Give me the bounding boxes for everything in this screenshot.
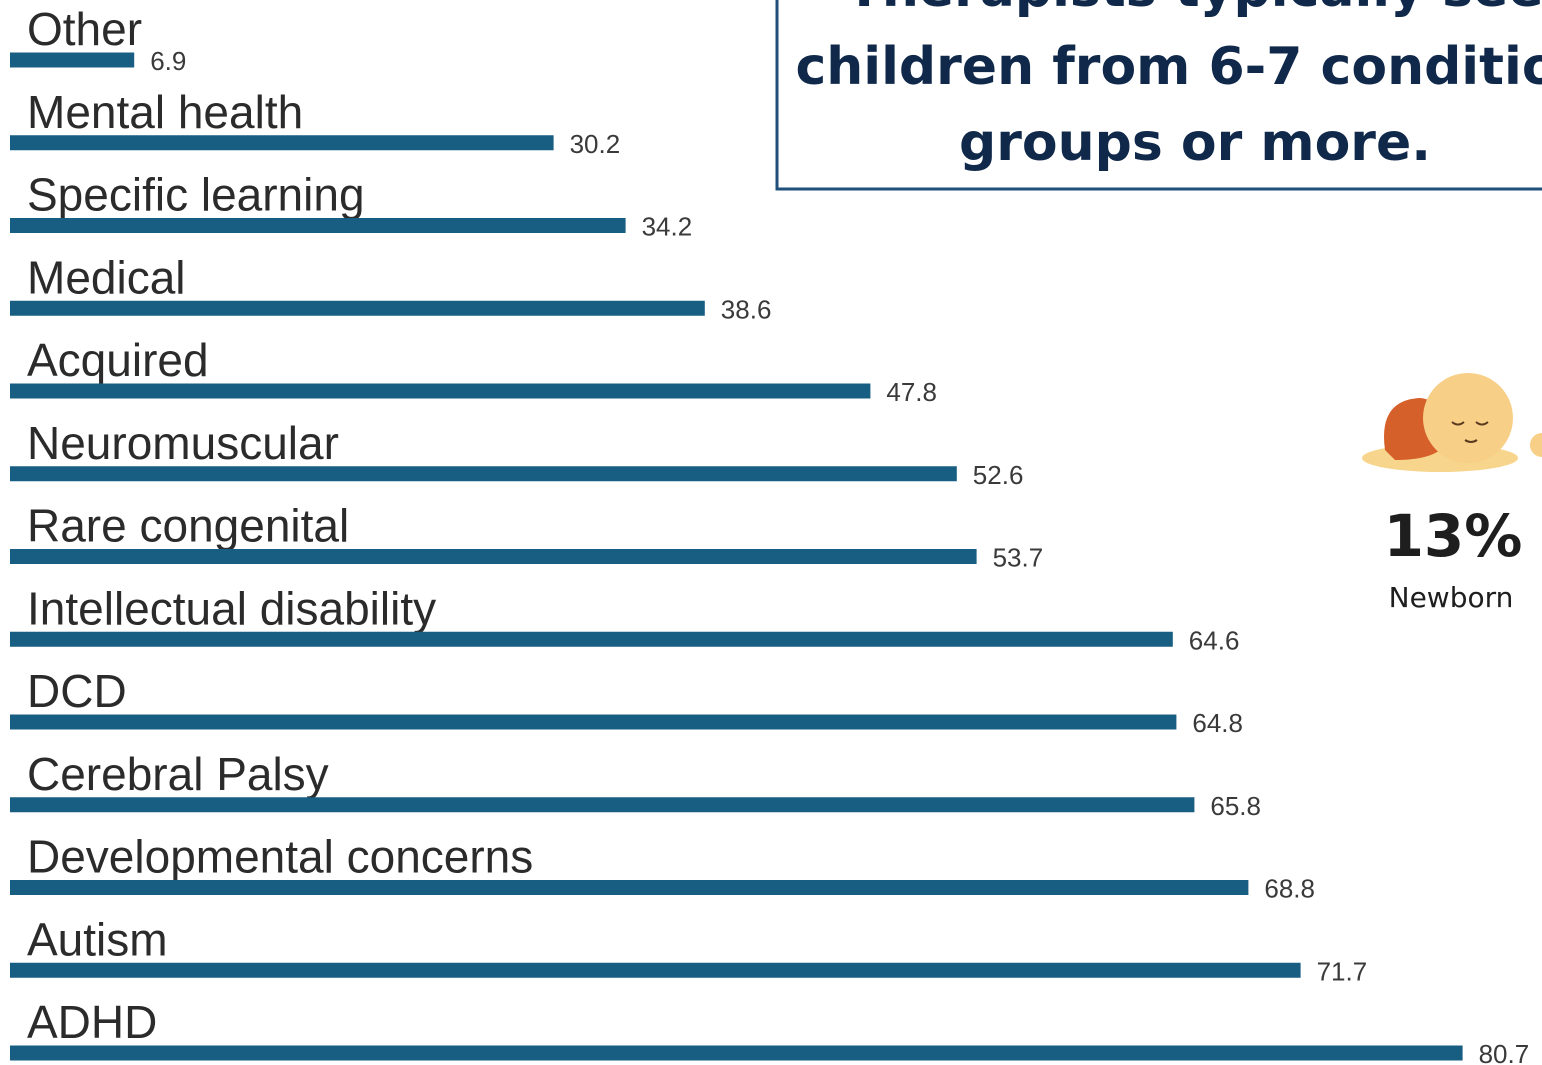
bar: [10, 631, 1173, 647]
category-label: Developmental concerns: [27, 831, 533, 883]
value-label: 52.6: [973, 460, 1024, 490]
category-label: Other: [27, 3, 142, 55]
category-label: Mental health: [27, 86, 303, 138]
bar: [10, 549, 977, 564]
value-label: 53.7: [993, 543, 1044, 573]
category-label: Specific learning: [27, 169, 365, 221]
value-label: 64.8: [1192, 708, 1243, 738]
category-label: Medical: [27, 251, 186, 303]
bar: [10, 1045, 1463, 1061]
callout-line: groups or more.: [959, 113, 1431, 173]
category-label: Autism: [27, 913, 168, 965]
category-label: DCD: [27, 665, 127, 717]
callout-line: Therapists typically see: [846, 0, 1542, 19]
value-label: 71.7: [1317, 956, 1368, 986]
callout-line: children from 6-7 condition: [795, 37, 1542, 97]
category-label: Rare congenital: [27, 500, 349, 552]
bar: [10, 135, 554, 151]
bar: [10, 466, 957, 482]
value-label: 68.8: [1264, 874, 1315, 904]
bar: [10, 714, 1177, 730]
value-label: 47.8: [886, 377, 937, 407]
newborn-icon: [1362, 373, 1542, 472]
bar: [10, 218, 626, 233]
value-label: 30.2: [570, 129, 621, 159]
bar: [10, 52, 135, 68]
category-label: ADHD: [27, 996, 157, 1048]
category-label: Cerebral Palsy: [27, 748, 329, 800]
bar: [10, 383, 871, 399]
value-label: 6.9: [150, 46, 186, 76]
category-label: Intellectual disability: [27, 582, 436, 634]
callout-border: [775, 0, 1542, 191]
stat-label: Newborn: [1389, 581, 1514, 614]
category-label: Acquired: [27, 334, 209, 386]
value-label: 38.6: [721, 294, 772, 324]
bar: [10, 962, 1301, 978]
value-label: 64.6: [1189, 625, 1240, 655]
bar: [10, 797, 1195, 813]
category-label: Neuromuscular: [27, 417, 339, 469]
bar: [10, 880, 1249, 895]
value-label: 34.2: [642, 212, 693, 242]
stat-value: 13%: [1384, 502, 1523, 570]
value-label: 80.7: [1479, 1039, 1530, 1065]
bar: [10, 300, 705, 316]
value-label: 65.8: [1210, 791, 1261, 821]
